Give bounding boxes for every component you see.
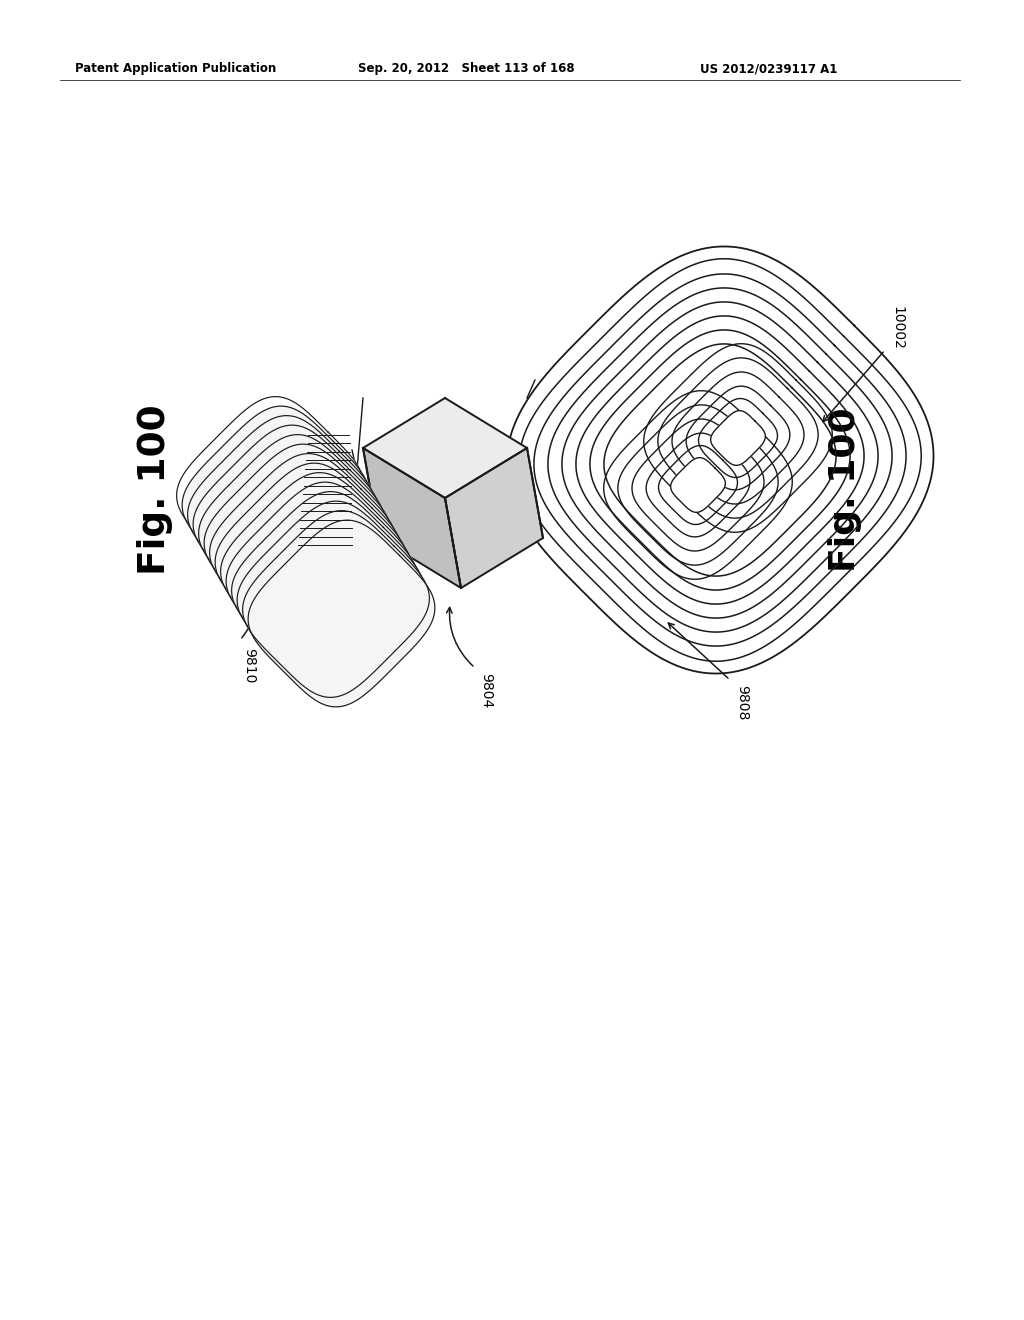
- Text: 9808: 9808: [735, 685, 749, 721]
- Text: Fig. 100: Fig. 100: [828, 408, 862, 573]
- Polygon shape: [248, 520, 435, 708]
- Polygon shape: [220, 473, 408, 660]
- Text: 10002: 10002: [890, 306, 904, 350]
- Text: US 2012/0239117 A1: US 2012/0239117 A1: [700, 62, 838, 75]
- Polygon shape: [243, 511, 429, 697]
- Polygon shape: [445, 447, 543, 587]
- Polygon shape: [238, 502, 424, 688]
- Polygon shape: [210, 454, 396, 640]
- Polygon shape: [231, 491, 419, 678]
- Polygon shape: [215, 463, 401, 649]
- Polygon shape: [176, 396, 364, 583]
- Polygon shape: [671, 458, 725, 512]
- Polygon shape: [711, 411, 765, 466]
- Polygon shape: [204, 444, 391, 631]
- Polygon shape: [199, 434, 385, 622]
- Polygon shape: [362, 399, 527, 498]
- Polygon shape: [187, 416, 375, 602]
- Polygon shape: [194, 425, 380, 612]
- Polygon shape: [226, 482, 413, 669]
- Text: 9810: 9810: [242, 648, 256, 684]
- Text: Patent Application Publication: Patent Application Publication: [75, 62, 276, 75]
- Polygon shape: [507, 247, 934, 673]
- Text: Sep. 20, 2012   Sheet 113 of 168: Sep. 20, 2012 Sheet 113 of 168: [358, 62, 574, 75]
- Text: Fig. 100: Fig. 100: [137, 405, 173, 576]
- Text: 9804: 9804: [479, 673, 493, 709]
- Polygon shape: [362, 447, 461, 587]
- Polygon shape: [182, 407, 369, 593]
